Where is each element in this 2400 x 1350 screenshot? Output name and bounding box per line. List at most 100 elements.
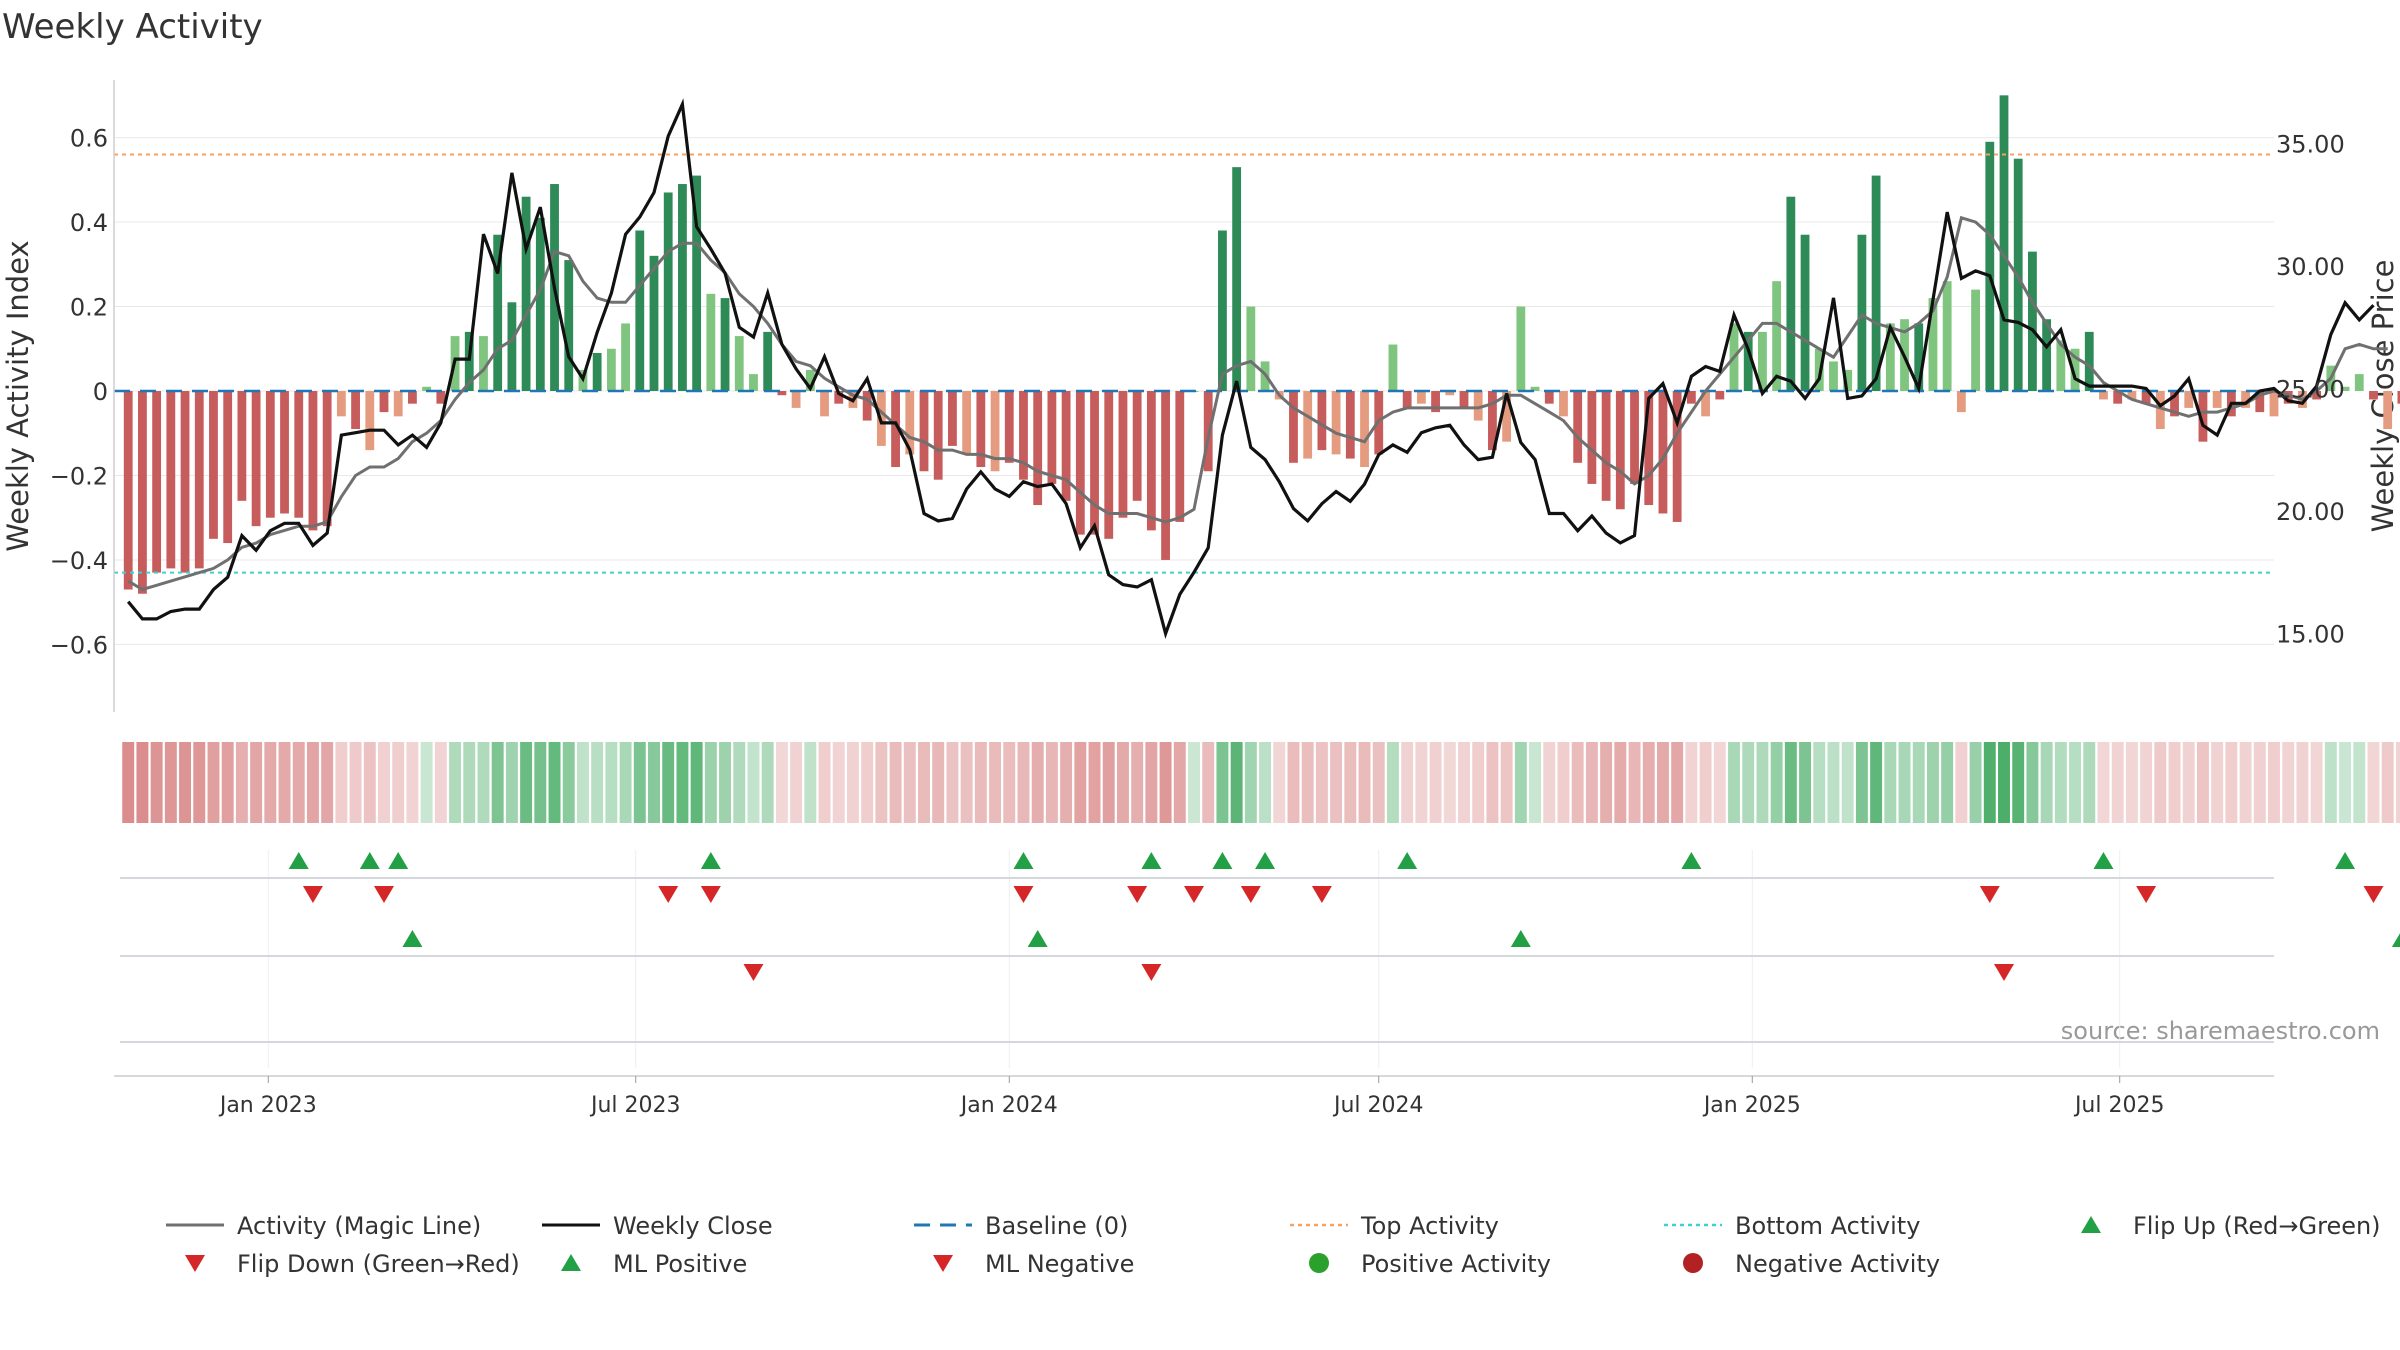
strip-cell (648, 742, 660, 823)
bar-negative (1416, 391, 1426, 404)
y-axis-left-label: Weekly Activity Index (1, 240, 35, 551)
strip-cell (1742, 742, 1755, 823)
bar-negative (1956, 391, 1966, 413)
bar-positive (1829, 361, 1838, 391)
strip-cell (2353, 742, 2366, 823)
strip-cell (1941, 742, 1954, 823)
bar-negative (1118, 391, 1128, 518)
triangle-up-marker (402, 930, 423, 947)
bar-negative (2397, 391, 2400, 404)
strip-cell (505, 742, 518, 823)
triangle-up-marker (2391, 933, 2400, 947)
strip-cell (832, 742, 845, 823)
strip-cell (321, 742, 334, 823)
strip-cell (903, 742, 916, 823)
legend-swatch (2081, 1216, 2101, 1233)
bar-positive (464, 331, 474, 391)
strip-cell (1458, 742, 1470, 823)
bar-positive (1388, 344, 1398, 391)
triangle-up-marker (388, 852, 409, 869)
strip-cell (164, 742, 177, 823)
strip-cell (1543, 742, 1556, 823)
strip-cell (179, 742, 192, 823)
strip-cell (1855, 742, 1868, 823)
y-tick-right: 15.00 (2276, 621, 2345, 649)
bar-positive (805, 369, 815, 391)
x-tick-label: Jul 2024 (1332, 1093, 1424, 1118)
y-tick-left: 0.6 (70, 125, 108, 153)
strip-cell (1912, 742, 1925, 823)
strip-cell (122, 742, 135, 823)
bar-negative (1601, 391, 1611, 501)
strip-cell (1003, 742, 1016, 823)
strip-cell (193, 742, 206, 823)
bar-positive (2056, 340, 2066, 391)
triangle-down-marker (1127, 886, 1148, 903)
strip-cell (1784, 742, 1797, 823)
bar-negative (152, 391, 162, 573)
strip-cell (1045, 742, 1058, 823)
bar-positive (2028, 251, 2037, 391)
strip-cell (2253, 742, 2266, 823)
strip-cell (2268, 742, 2280, 823)
triangle-down-marker (2363, 886, 2384, 903)
bar-negative (891, 391, 900, 468)
bar-negative (223, 391, 233, 544)
strip-cell (1699, 742, 1712, 823)
strip-cell (1529, 742, 1542, 823)
bar-negative (1289, 391, 1298, 463)
triangle-down-marker (1311, 886, 1332, 903)
bar-positive (1843, 369, 1853, 391)
bar-positive (1800, 234, 1810, 391)
bar-negative (1686, 391, 1696, 404)
bar-positive (535, 217, 545, 391)
magic-line (127, 215, 2388, 592)
strip-cell (207, 742, 220, 823)
bar-negative (1701, 391, 1710, 417)
bar-negative (1715, 391, 1725, 400)
strip-cell (1486, 742, 1499, 823)
strip-cell (1884, 742, 1897, 823)
strip-cell (2125, 742, 2138, 823)
strip-cell (2282, 742, 2295, 823)
bar-positive (1928, 298, 1938, 391)
triangle-up-marker (700, 852, 721, 869)
strip-cell (1116, 742, 1129, 823)
triangle-up-marker (2093, 852, 2114, 869)
strip-cell (1870, 742, 1883, 823)
bar-positive (720, 298, 730, 391)
bar-positive (1857, 234, 1867, 391)
strip-cell (576, 742, 589, 823)
bar-negative (251, 391, 261, 527)
bar-positive (1914, 323, 1924, 391)
bar-positive (1885, 323, 1895, 391)
bar-negative (1360, 391, 1369, 468)
bar-negative (2155, 391, 2165, 430)
strip-cell (1230, 742, 1243, 823)
bar-negative (2127, 391, 2137, 400)
legend-label: Activity (Magic Line) (237, 1212, 481, 1240)
strip-cell (676, 742, 689, 823)
triangle-down-marker (1013, 886, 1034, 903)
strip-cell (2296, 742, 2309, 823)
y-tick-left: 0 (93, 378, 108, 406)
bar-positive (1871, 175, 1881, 391)
strip-cell (562, 742, 575, 823)
bar-negative (2255, 391, 2265, 413)
bar-positive (2354, 374, 2364, 391)
strip-cell (477, 742, 490, 823)
bar-negative (2198, 391, 2208, 442)
triangle-up-marker (1510, 930, 1531, 947)
x-tick-label: Jan 2024 (959, 1093, 1058, 1118)
legend-swatch (185, 1255, 205, 1272)
y-tick-right: 20.00 (2276, 498, 2345, 526)
triangle-down-marker (743, 964, 764, 981)
bar-negative (933, 391, 943, 480)
strip-cell (349, 742, 362, 823)
bar-negative (308, 391, 318, 531)
strip-cell (2083, 742, 2096, 823)
triangle-down-marker (700, 886, 721, 903)
strip-cell (1244, 742, 1257, 823)
bar-negative (1431, 391, 1440, 413)
